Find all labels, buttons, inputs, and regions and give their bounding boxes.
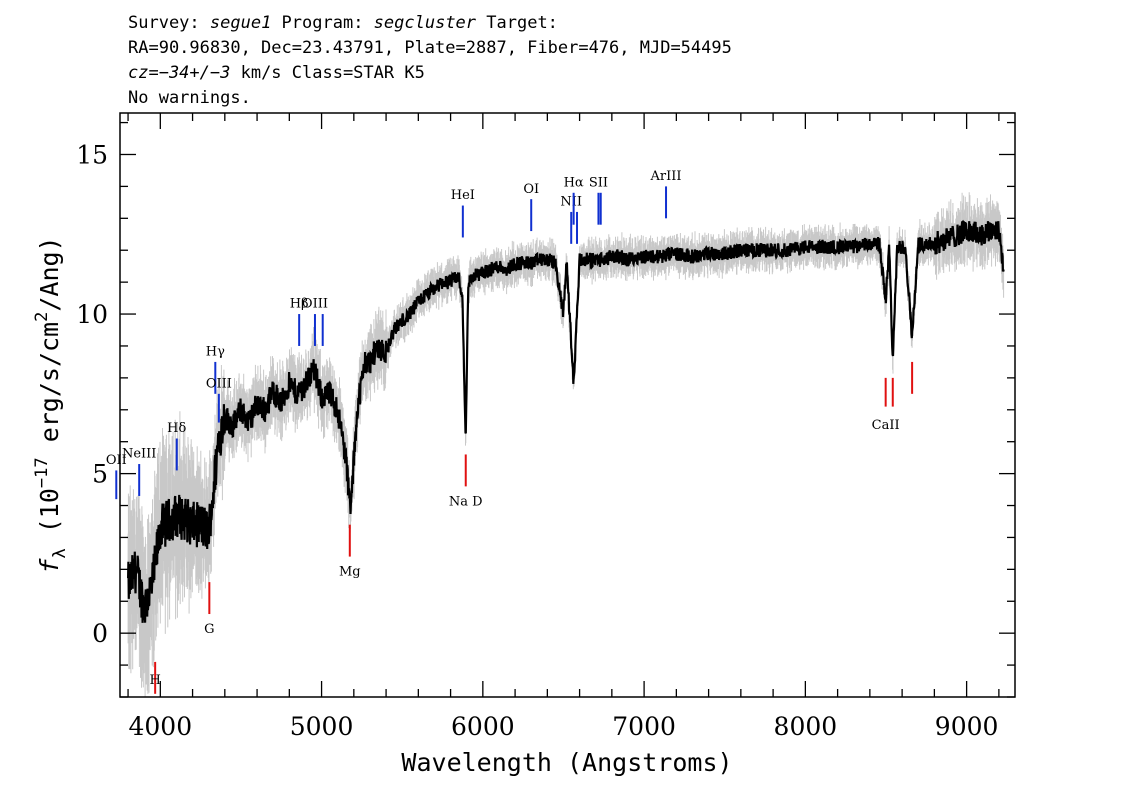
emission-line-label: Hα [564, 175, 584, 190]
y-axis-label: fλ (10−17 erg/s/cm2/Ang) [32, 236, 70, 573]
x-tick-label: 8000 [774, 712, 838, 741]
redshift-value: cz=−34+/−3 [128, 63, 231, 83]
y-tick-label: 5 [92, 460, 108, 489]
y-tick-label: 0 [92, 619, 108, 648]
x-axis-label: Wavelength (Angstroms) [401, 748, 732, 777]
emission-line-label: OIII [302, 297, 328, 312]
header-line-1: Survey: segue1 Program: segcluster Targe… [128, 12, 558, 34]
emission-line-label: OI [523, 182, 539, 197]
emission-line-label: HeI [451, 188, 475, 203]
survey-label: Survey: [128, 13, 210, 33]
y-tick-label: 10 [76, 300, 108, 329]
absorption-line-label: G [204, 622, 214, 637]
emission-line-label: NeIII [122, 447, 156, 462]
survey-value: segue1 [209, 13, 272, 33]
flux-line [127, 219, 1005, 623]
plot-frame [119, 112, 1016, 698]
emission-line-label: Hγ [206, 345, 225, 360]
y-tick-label: 15 [76, 140, 108, 169]
x-tick-label: 7000 [612, 712, 676, 741]
header-line-3: cz=−34+/−3 km/s Class=STAR K5 [128, 62, 425, 84]
header-line-2: RA=90.96830, Dec=23.43791, Plate=2887, F… [128, 38, 732, 58]
class-value: km/s Class=STAR K5 [230, 63, 425, 83]
header-line-4: No warnings. [128, 88, 251, 108]
target-label: Target: [476, 13, 558, 33]
emission-line-label: ArIII [650, 169, 682, 184]
x-tick-label: 4000 [129, 712, 193, 741]
x-tick-label: 6000 [451, 712, 515, 741]
x-tick-label: 5000 [290, 712, 354, 741]
emission-line-label: Hβ [290, 297, 309, 312]
emission-line-label: OIII [206, 376, 232, 391]
emission-line-label: Hδ [167, 421, 186, 436]
emission-line-label: OII [106, 453, 127, 468]
emission-line-label: NII [560, 195, 582, 210]
absorption-line-label: Mg [339, 565, 361, 580]
axis-ticks: 4000 5000 6000 7000 8000 9000 0 5 10 15 [76, 113, 1015, 741]
emission-line-label: SII [589, 175, 608, 190]
absorption-line-label: CaII [872, 418, 900, 433]
x-tick-label: 9000 [935, 712, 999, 741]
program-value: segcluster [373, 13, 477, 33]
program-label: Program: [271, 13, 374, 33]
absorption-line-label: Na D [449, 495, 483, 510]
absorption-line-label: H [149, 673, 160, 688]
